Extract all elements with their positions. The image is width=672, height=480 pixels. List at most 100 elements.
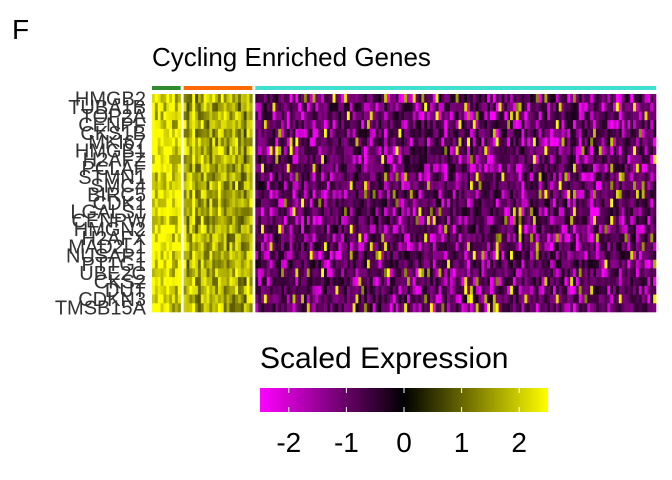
heatmap-cell [352,233,356,243]
heatmap-cell [521,102,525,112]
heatmap-cell [384,216,388,226]
heatmap-cell [429,259,434,269]
heatmap-cell [321,233,325,243]
heatmap-cell [364,294,368,304]
heatmap-cell [581,198,585,208]
heatmap-cell [435,128,439,138]
heatmap-cell [635,250,640,260]
heatmap-cell [647,128,651,138]
heatmap-cell [243,172,247,182]
heatmap-cell [232,128,236,138]
heatmap-cell [358,224,362,234]
heatmap-cell [275,207,279,217]
heatmap-cell [447,155,451,165]
heatmap-cell [598,146,602,156]
heatmap-cell [232,216,236,226]
heatmap-cell [361,181,365,191]
heatmap-cell [484,268,488,278]
heatmap-cell [332,120,336,130]
heatmap-cell [197,181,202,191]
heatmap-cell [501,277,505,287]
heatmap-cell [278,181,282,191]
heatmap-cell [154,172,159,182]
heatmap-cell [512,233,517,243]
heatmap-cell [621,242,625,252]
heatmap-cell [266,233,270,243]
heatmap-cell [298,181,302,191]
heatmap-cell [590,242,594,252]
heatmap-cell [610,198,614,208]
heatmap-cell [275,216,279,226]
heatmap-cell [215,294,219,304]
heatmap-cell [226,277,230,287]
heatmap-cell [458,102,462,112]
heatmap-cell [321,155,325,165]
heatmap-cell [587,259,591,269]
heatmap-cell [238,250,242,260]
heatmap-cell [152,120,156,130]
heatmap-cell [412,189,416,199]
heatmap-cell [512,146,517,156]
heatmap-cell [275,181,279,191]
heatmap-cell [186,277,190,287]
heatmap-cell [621,198,625,208]
heatmap-cell [447,268,451,278]
heatmap-cell [409,268,414,278]
heatmap-cell [484,155,488,165]
heatmap-cell [518,120,522,130]
heatmap-cell [338,120,342,130]
heatmap-cell [544,242,548,252]
heatmap-cell [301,303,305,313]
heatmap-cell [283,172,288,182]
heatmap-cell [341,207,345,217]
heatmap-cell [432,285,436,295]
heatmap-cell [298,250,302,260]
heatmap-cell [301,250,305,260]
heatmap-cell [595,224,600,234]
heatmap-cell [429,94,434,104]
heatmap-cell [366,198,371,208]
heatmap-cell [346,268,351,278]
heatmap-cell [510,163,514,173]
heatmap-cell [172,181,176,191]
heatmap-cell [504,155,508,165]
heatmap-cell [361,155,365,165]
heatmap-cell [635,268,640,278]
heatmap-cell [650,233,654,243]
heatmap-cell [404,250,408,260]
heatmap-cell [217,216,222,226]
heatmap-cell [169,250,173,260]
heatmap-cell [530,294,534,304]
heatmap-cell [160,233,164,243]
heatmap-cell [335,198,339,208]
heatmap-cell [197,207,202,217]
heatmap-cell [627,181,631,191]
heatmap-cell [272,250,276,260]
heatmap-cell [315,294,319,304]
heatmap-cell [152,233,156,243]
heatmap-cell [326,294,331,304]
heatmap-cell [306,172,310,182]
heatmap-cell [392,189,396,199]
heatmap-cell [407,155,411,165]
heatmap-cell [381,111,385,121]
heatmap-cell [249,303,253,313]
heatmap-cell [306,233,310,243]
heatmap-cell [469,207,474,217]
heatmap-cell [295,102,299,112]
heatmap-cell [352,303,356,313]
heatmap-cell [301,111,305,121]
heatmap-cell [635,224,640,234]
heatmap-cell [490,277,494,287]
heatmap-cell [578,94,582,104]
heatmap-cell [627,268,631,278]
heatmap-cell [530,285,534,295]
heatmap-cell [220,303,224,313]
heatmap-cell [558,94,562,104]
heatmap-cell [415,233,419,243]
heatmap-cell [209,163,213,173]
heatmap-cell [389,102,393,112]
heatmap-cell [275,233,279,243]
heatmap-cell [544,189,548,199]
